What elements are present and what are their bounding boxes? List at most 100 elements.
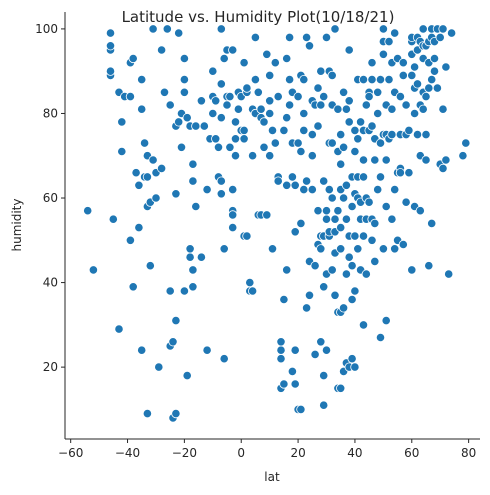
y-tick-label: 60 [43, 191, 58, 205]
data-point [412, 130, 423, 140]
data-point [128, 53, 138, 64]
data-point [137, 75, 147, 85]
data-point [316, 100, 326, 110]
data-point [338, 87, 349, 97]
data-point [313, 121, 323, 131]
data-point [338, 193, 349, 203]
data-point [412, 79, 423, 89]
data-point [424, 83, 434, 93]
data-point [316, 244, 326, 254]
data-point [327, 138, 337, 148]
data-point [304, 290, 315, 300]
data-point [338, 303, 349, 313]
data-point [290, 345, 300, 355]
data-point [165, 286, 175, 296]
data-point [407, 70, 417, 81]
data-point [259, 142, 269, 152]
data-point [324, 185, 334, 195]
data-point [219, 354, 229, 364]
data-point [336, 223, 346, 233]
data-point [296, 404, 306, 414]
data-point [387, 214, 397, 224]
data-point [418, 104, 428, 114]
data-point [364, 92, 374, 102]
data-point [358, 75, 369, 85]
x-tick-label: −40 [115, 446, 140, 460]
data-point [347, 201, 357, 212]
data-point [421, 155, 431, 165]
data-point [429, 66, 440, 76]
data-point [174, 28, 184, 38]
data-point [142, 408, 152, 419]
data-point [327, 265, 337, 275]
data-point [395, 168, 405, 178]
data-point [208, 66, 218, 76]
data-point [273, 92, 283, 102]
data-point [358, 320, 369, 330]
data-point [279, 294, 289, 305]
data-point [287, 366, 297, 376]
data-point [370, 155, 380, 165]
data-point [179, 53, 189, 64]
data-point [330, 24, 340, 34]
data-point [191, 201, 201, 212]
data-point [279, 125, 289, 135]
data-point [418, 24, 428, 34]
x-tick-label: −60 [58, 446, 83, 460]
data-point [327, 193, 337, 203]
data-point [267, 125, 278, 135]
data-point [367, 121, 377, 131]
x-axis-label: lat [264, 470, 280, 484]
data-point [446, 28, 457, 38]
data-point [321, 32, 332, 43]
data-point [179, 286, 189, 296]
data-point [188, 176, 198, 186]
data-point [216, 79, 226, 89]
data-point [321, 345, 332, 355]
data-point [378, 24, 388, 34]
data-point [253, 87, 263, 97]
x-tick-label: −20 [172, 446, 197, 460]
data-point [188, 265, 198, 275]
data-point [284, 100, 295, 110]
data-point [390, 244, 400, 254]
data-point [375, 138, 386, 148]
data-point [313, 206, 323, 216]
data-point [404, 125, 414, 135]
data-point [282, 180, 292, 190]
data-point [319, 282, 329, 292]
data-point [347, 294, 357, 305]
data-point [282, 53, 292, 64]
x-tick-label: 80 [461, 446, 476, 460]
data-point [242, 231, 252, 241]
data-point [228, 223, 238, 233]
data-point [290, 180, 300, 190]
data-point [299, 125, 309, 135]
data-point [424, 261, 434, 271]
data-point [330, 290, 340, 300]
data-point [321, 214, 332, 224]
data-point [145, 261, 155, 271]
data-point [131, 168, 141, 178]
data-point [333, 206, 343, 216]
data-point [395, 92, 405, 102]
data-point [219, 244, 229, 254]
data-point [213, 142, 224, 152]
data-point [313, 83, 323, 93]
x-tick-label: 20 [290, 446, 305, 460]
data-point [299, 108, 309, 119]
data-point [245, 277, 255, 288]
data-point [140, 138, 150, 148]
data-point [222, 100, 232, 110]
data-point [142, 172, 152, 182]
data-point [228, 45, 238, 55]
data-point [230, 151, 241, 161]
data-point [171, 408, 181, 419]
data-point [401, 100, 411, 110]
data-point [336, 383, 346, 393]
data-point [316, 66, 326, 76]
data-point [125, 235, 135, 245]
data-point [438, 163, 448, 173]
data-point [375, 75, 386, 85]
data-point [358, 172, 369, 182]
